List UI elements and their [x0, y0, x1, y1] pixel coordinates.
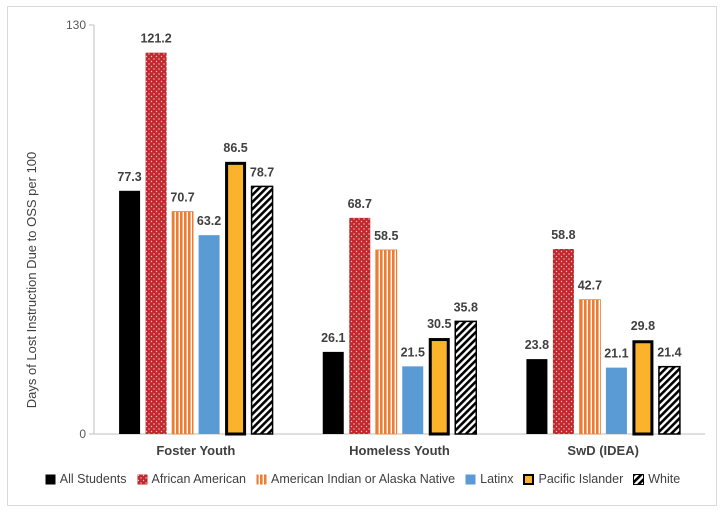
legend-item: Latinx	[465, 472, 513, 486]
legend-label: White	[648, 472, 681, 486]
bar-chart: 0 130 77.3 121.2 70.763.2 86.578.7 Foster You…	[24, 18, 705, 458]
legend-label: American Indian or Alaska Native	[271, 472, 456, 486]
legend-item: Pacific Islander	[523, 472, 623, 486]
data-label: 68.7	[348, 197, 372, 211]
bar-pacific-islander-foster-youth	[225, 161, 247, 436]
bar-white-foster-youth	[250, 185, 274, 435]
bar-all-students-foster-youth	[119, 190, 141, 434]
bar-all-students-swd-idea-	[526, 359, 548, 434]
legend-swatch	[633, 473, 645, 485]
data-label: 30.5	[427, 317, 451, 331]
legend-label: All Students	[59, 472, 127, 486]
data-label: 63.2	[197, 214, 221, 228]
legend-item: American Indian or Alaska Native	[256, 472, 455, 486]
y-axis-title: Days of Lost Instruction Due to OSS per …	[24, 152, 39, 409]
x-category-label: Homeless Youth	[349, 443, 450, 458]
bar-latinx-homeless-youth	[402, 366, 424, 434]
legend-label: Latinx	[480, 472, 514, 486]
legend-swatch	[256, 474, 267, 484]
bar-african-american-swd-idea-	[552, 249, 574, 434]
data-label: 86.5	[223, 141, 247, 155]
x-category-label: SwD (IDEA)	[567, 443, 639, 458]
bar-american-indian-or-alaska-native-swd-idea-	[579, 299, 601, 435]
data-label: 23.8	[525, 338, 549, 352]
data-label: 78.7	[250, 165, 274, 179]
data-label: 121.2	[140, 32, 171, 46]
legend-item: All Students	[45, 472, 127, 486]
bar-latinx-swd-idea-	[605, 367, 627, 434]
data-label: 21.4	[657, 346, 681, 360]
bar-pacific-islander-swd-idea-	[632, 340, 654, 436]
x-category-label: Foster Youth	[156, 443, 235, 458]
data-label: 42.7	[578, 279, 602, 293]
data-label: 35.8	[454, 300, 478, 314]
y-tick-label: 130	[66, 18, 86, 32]
legend-swatch	[137, 474, 148, 484]
data-label: 21.5	[401, 345, 425, 359]
data-label: 77.3	[117, 170, 141, 184]
data-label: 70.7	[170, 191, 194, 205]
y-tick-label: 0	[79, 427, 86, 441]
legend-swatch	[465, 474, 476, 484]
data-label: 26.1	[321, 331, 345, 345]
bar-all-students-homeless-youth	[322, 351, 344, 434]
legend-swatch	[523, 473, 535, 485]
legend-label: Pacific Islander	[538, 472, 624, 486]
legend-item: White	[633, 472, 680, 486]
bar-african-american-homeless-youth	[349, 217, 371, 434]
legend: All Students African American American Ind…	[0, 472, 725, 486]
legend-item: African American	[137, 472, 246, 486]
bar-african-american-foster-youth	[145, 52, 167, 434]
bar-american-indian-or-alaska-native-homeless-youth	[375, 249, 398, 435]
bar-american-indian-or-alaska-native-foster-youth	[171, 211, 194, 435]
bar-white-homeless-youth	[454, 320, 477, 435]
legend-swatch	[45, 474, 56, 484]
bar-white-swd-idea-	[658, 365, 681, 435]
data-label: 21.1	[604, 347, 628, 361]
data-label: 29.8	[631, 319, 655, 333]
bar-pacific-islander-homeless-youth	[428, 338, 450, 436]
legend-label: African American	[151, 472, 246, 486]
data-label: 58.5	[374, 229, 398, 243]
bar-latinx-foster-youth	[198, 235, 220, 434]
data-label: 58.8	[551, 228, 575, 242]
